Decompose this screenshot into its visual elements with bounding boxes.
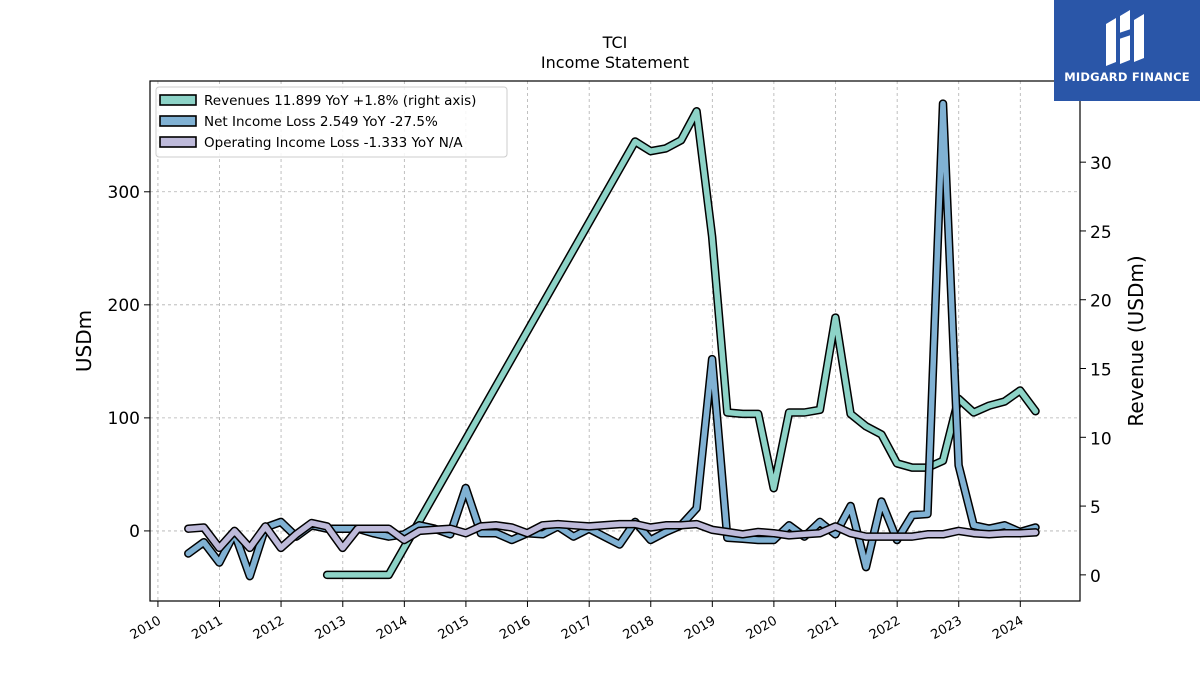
y-axis-label-right: Revenue (USDm): [1124, 255, 1148, 426]
left-y-axis: 0 100 200 300: [108, 183, 150, 542]
right-y-tick-label: 0: [1090, 567, 1101, 587]
right-y-tick-label: 25: [1090, 223, 1112, 243]
series-line: [185, 520, 1039, 551]
brand-name: MIDGARD FINANCE: [1064, 70, 1190, 84]
grid-lines: [150, 81, 1080, 601]
right-y-tick-label: 5: [1090, 498, 1101, 518]
legend-swatch: [159, 94, 197, 106]
left-y-tick-label: 100: [108, 409, 140, 429]
plot-frame: [149, 80, 1081, 602]
series-2: [184, 518, 1040, 553]
left-y-tick-label: 300: [108, 183, 140, 203]
right-y-tick-label: 15: [1090, 361, 1112, 381]
right-y-tick-label: 10: [1090, 429, 1112, 449]
logo-mark-icon: [1106, 10, 1144, 66]
right-y-axis: 0 5 10 15 20 25 30: [1080, 154, 1112, 587]
legend: Revenues 11.899 YoY +1.8% (right axis) Ne…: [155, 86, 508, 158]
legend-label: Operating Income Loss -1.333 YoY N/A: [204, 135, 463, 151]
chart-title: TCI: [602, 33, 628, 52]
right-y-tick-label: 30: [1090, 154, 1112, 174]
left-y-tick-label: 0: [129, 522, 140, 542]
legend-swatch: [159, 115, 197, 127]
brand-logo: MIDGARD FINANCE: [1054, 0, 1200, 101]
chart-subtitle: Income Statement: [541, 53, 689, 72]
legend-label: Revenues 11.899 YoY +1.8% (right axis): [204, 93, 476, 109]
right-y-tick-label: 20: [1090, 292, 1112, 312]
left-y-tick-label: 200: [108, 296, 140, 316]
series-layer: [184, 99, 1040, 581]
y-axis-label-left: USDm: [72, 310, 96, 372]
legend-box: [155, 86, 508, 158]
legend-label: Net Income Loss 2.549 YoY -27.5%: [204, 114, 438, 130]
legend-swatch: [159, 136, 197, 148]
